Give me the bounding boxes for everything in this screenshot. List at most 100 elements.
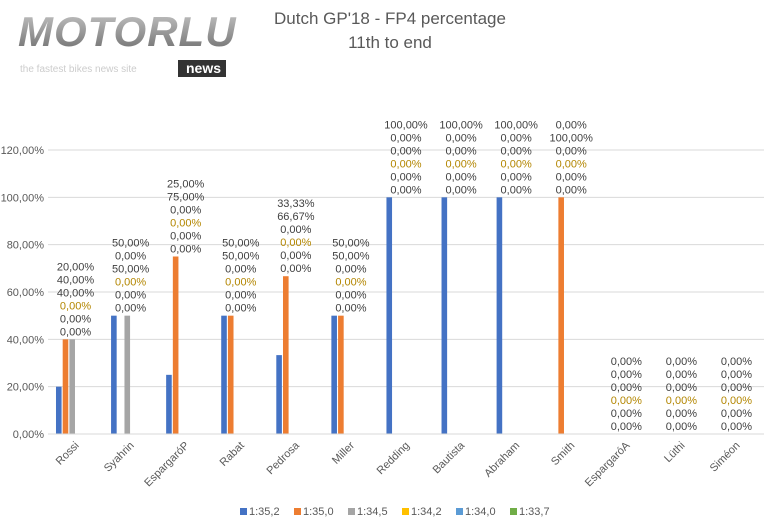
- y-tick-label: 20,00%: [7, 382, 45, 394]
- data-label: 0,00%: [721, 395, 752, 407]
- bar-1:35,2: [331, 315, 337, 434]
- x-tick-label: Miller: [330, 439, 357, 466]
- bar-1:35,2: [276, 355, 282, 434]
- data-label: 0,00%: [225, 277, 256, 289]
- bar-1:35,0: [172, 256, 179, 434]
- data-label: 0,00%: [115, 303, 146, 315]
- data-label: 0,00%: [501, 158, 532, 170]
- y-tick-label: 120,00%: [1, 145, 45, 157]
- data-label: 50,00%: [332, 238, 370, 250]
- data-label: 0,00%: [390, 171, 421, 183]
- data-label: 75,00%: [167, 192, 205, 204]
- data-label: 0,00%: [280, 224, 311, 236]
- data-label: 0,00%: [666, 356, 697, 368]
- data-label: 0,00%: [611, 356, 642, 368]
- legend-swatch: [510, 508, 517, 515]
- bar-1:35,2: [441, 197, 448, 434]
- bar-1:35,0: [558, 197, 564, 434]
- data-label: 0,00%: [721, 408, 752, 420]
- x-tick-label: Bautista: [431, 439, 468, 476]
- legend-label: 1:35,2: [249, 506, 280, 518]
- data-label: 0,00%: [390, 184, 421, 196]
- data-label: 0,00%: [225, 290, 256, 302]
- data-label: 50,00%: [222, 238, 260, 250]
- legend-swatch: [456, 508, 463, 515]
- bar-1:35,0: [227, 315, 234, 434]
- data-label: 0,00%: [115, 277, 146, 289]
- x-tick-label: Abraham: [482, 440, 522, 480]
- x-tick-label: Rabat: [218, 440, 247, 469]
- data-label: 0,00%: [556, 119, 587, 131]
- data-label: 40,00%: [57, 287, 95, 299]
- legend-swatch: [240, 508, 247, 515]
- data-label: 0,00%: [335, 303, 366, 315]
- x-tick-label: Lüthi: [662, 440, 687, 465]
- data-label: 0,00%: [170, 205, 201, 217]
- bar-1:35,0: [62, 339, 69, 434]
- data-label: 0,00%: [445, 158, 476, 170]
- data-label: 0,00%: [170, 231, 201, 243]
- data-label: 0,00%: [390, 132, 421, 144]
- bar-1:34,5: [69, 339, 75, 434]
- data-label: 50,00%: [222, 251, 260, 263]
- data-label: 20,00%: [57, 261, 95, 273]
- legend-swatch: [348, 508, 355, 515]
- data-label: 0,00%: [611, 421, 642, 433]
- legend-label: 1:33,7: [519, 506, 550, 518]
- data-label: 0,00%: [280, 263, 311, 275]
- data-label: 0,00%: [335, 264, 366, 276]
- bar-1:35,2: [386, 197, 393, 434]
- chart-title: Dutch GP'18 - FP4 percentage: [274, 9, 506, 28]
- logo-wordmark: MOTORLU: [18, 8, 237, 55]
- y-tick-label: 80,00%: [7, 240, 45, 252]
- data-label: 100,00%: [494, 119, 538, 131]
- data-label: 0,00%: [390, 145, 421, 157]
- data-label: 0,00%: [666, 408, 697, 420]
- data-label: 0,00%: [445, 132, 476, 144]
- data-label: 0,00%: [280, 237, 311, 249]
- data-label: 0,00%: [170, 244, 201, 256]
- data-label: 0,00%: [721, 382, 752, 394]
- data-label: 0,00%: [335, 277, 366, 289]
- data-label: 0,00%: [721, 356, 752, 368]
- data-label: 0,00%: [611, 369, 642, 381]
- x-tick-label: Syahrin: [102, 440, 137, 475]
- x-tick-label: Redding: [375, 440, 412, 477]
- data-label: 0,00%: [666, 382, 697, 394]
- data-label: 0,00%: [501, 145, 532, 157]
- data-label: 0,00%: [390, 158, 421, 170]
- bar-1:34,5: [124, 315, 131, 434]
- data-label: 0,00%: [556, 171, 587, 183]
- logo-tagline: the fastest bikes news site: [20, 64, 137, 75]
- data-label: 0,00%: [280, 250, 311, 262]
- data-label: 0,00%: [556, 184, 587, 196]
- data-label: 0,00%: [225, 264, 256, 276]
- data-label: 0,00%: [115, 290, 146, 302]
- data-label: 0,00%: [721, 369, 752, 381]
- data-label: 0,00%: [666, 369, 697, 381]
- x-tick-label: EspargaróP: [142, 440, 192, 490]
- chart-subtitle: 11th to end: [348, 33, 432, 52]
- data-label: 100,00%: [384, 119, 428, 131]
- x-tick-label: Smith: [549, 440, 577, 468]
- x-tick-label: Pedrosa: [265, 439, 303, 477]
- data-label: 66,67%: [277, 211, 315, 223]
- data-label: 100,00%: [439, 119, 483, 131]
- legend-label: 1:34,5: [357, 506, 388, 518]
- y-tick-label: 0,00%: [13, 429, 44, 441]
- data-label: 0,00%: [445, 184, 476, 196]
- data-label: 0,00%: [60, 326, 91, 338]
- data-label: 0,00%: [611, 395, 642, 407]
- x-tick-label: Siméon: [708, 440, 743, 475]
- legend-label: 1:35,0: [303, 506, 334, 518]
- data-label: 0,00%: [445, 171, 476, 183]
- data-label: 0,00%: [666, 395, 697, 407]
- bar-1:35,0: [282, 276, 289, 434]
- x-tick-label: EspargaróA: [583, 439, 633, 489]
- bar-1:35,0: [338, 315, 344, 434]
- y-tick-label: 40,00%: [7, 334, 45, 346]
- data-label: 0,00%: [666, 421, 697, 433]
- data-label: 100,00%: [550, 132, 594, 144]
- bar-1:35,2: [111, 315, 117, 434]
